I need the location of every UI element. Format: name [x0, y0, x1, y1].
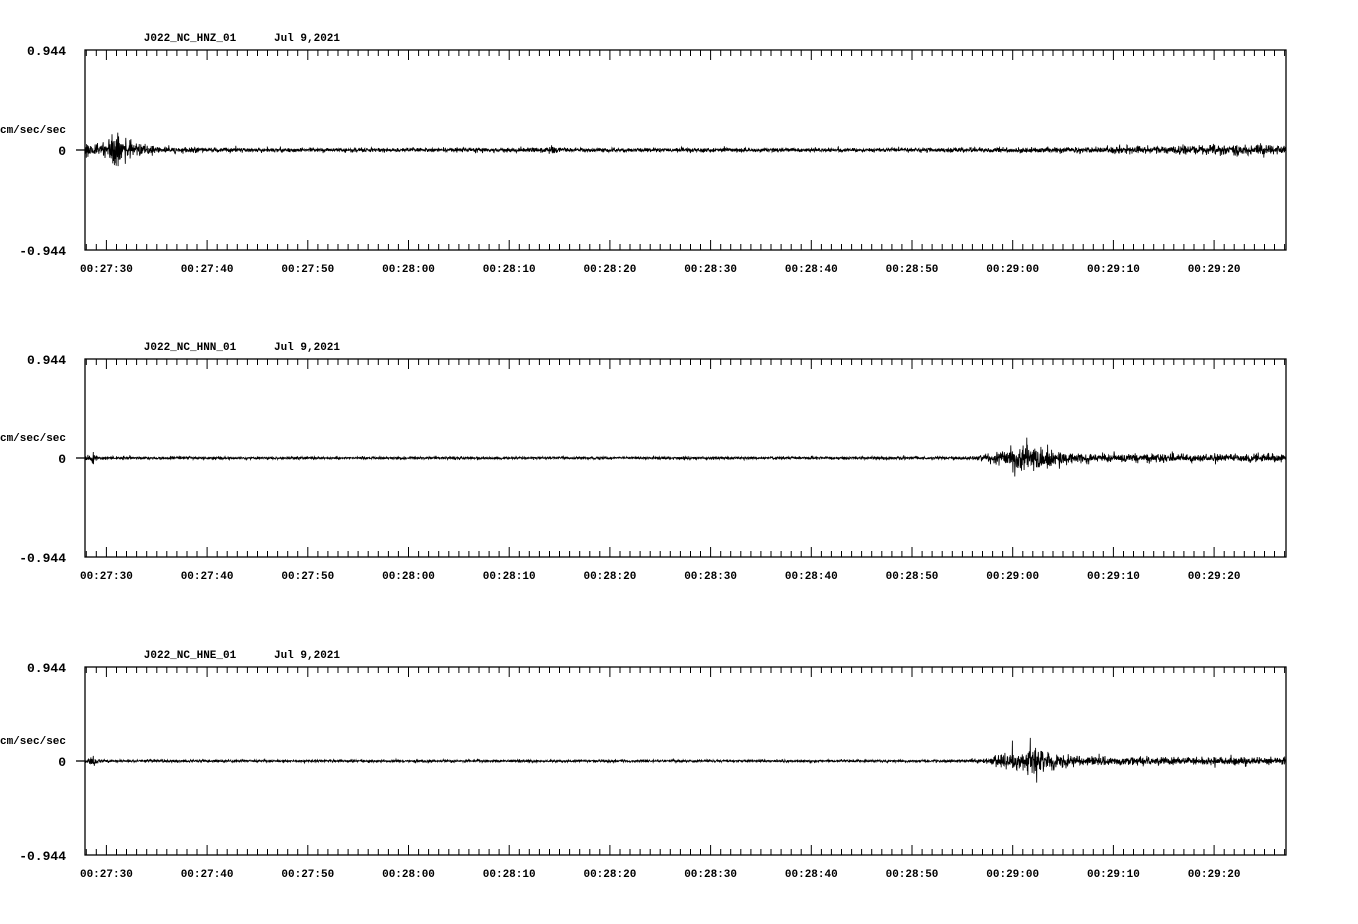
svg-text:00:28:00: 00:28:00 [382, 264, 435, 276]
svg-text:00:27:50: 00:27:50 [281, 869, 334, 881]
svg-text:cm/sec/sec: cm/sec/sec [0, 736, 66, 748]
svg-text:00:28:20: 00:28:20 [583, 869, 636, 881]
svg-text:-0.944: -0.944 [19, 849, 66, 864]
svg-text:00:27:30: 00:27:30 [80, 869, 133, 881]
svg-text:00:28:10: 00:28:10 [483, 264, 536, 276]
svg-text:Jul 9,2021: Jul 9,2021 [274, 33, 340, 45]
svg-text:00:28:50: 00:28:50 [886, 571, 939, 583]
svg-text:00:27:50: 00:27:50 [281, 571, 334, 583]
svg-text:00:29:20: 00:29:20 [1188, 571, 1241, 583]
svg-text:00:29:10: 00:29:10 [1087, 571, 1140, 583]
svg-text:00:28:30: 00:28:30 [684, 869, 737, 881]
svg-text:0.944: 0.944 [27, 661, 66, 676]
svg-text:Jul 9,2021: Jul 9,2021 [274, 342, 340, 354]
svg-text:00:28:10: 00:28:10 [483, 869, 536, 881]
svg-text:00:27:30: 00:27:30 [80, 571, 133, 583]
svg-text:00:27:40: 00:27:40 [181, 264, 234, 276]
svg-text:-0.944: -0.944 [19, 551, 66, 566]
svg-text:00:29:20: 00:29:20 [1188, 869, 1241, 881]
svg-text:0: 0 [58, 144, 66, 159]
svg-text:00:28:50: 00:28:50 [886, 869, 939, 881]
svg-text:cm/sec/sec: cm/sec/sec [0, 125, 66, 137]
svg-text:00:27:40: 00:27:40 [181, 571, 234, 583]
svg-text:00:29:10: 00:29:10 [1087, 869, 1140, 881]
svg-text:00:28:40: 00:28:40 [785, 571, 838, 583]
svg-text:J022_NC_HNN_01: J022_NC_HNN_01 [144, 342, 237, 354]
svg-text:00:28:30: 00:28:30 [684, 264, 737, 276]
svg-text:00:29:00: 00:29:00 [986, 869, 1039, 881]
svg-text:Jul 9,2021: Jul 9,2021 [274, 650, 340, 662]
svg-text:0.944: 0.944 [27, 44, 66, 59]
svg-text:00:29:20: 00:29:20 [1188, 264, 1241, 276]
svg-text:-0.944: -0.944 [19, 244, 66, 259]
svg-text:00:27:50: 00:27:50 [281, 264, 334, 276]
svg-text:00:29:00: 00:29:00 [986, 571, 1039, 583]
svg-text:0: 0 [58, 755, 66, 770]
svg-text:00:27:40: 00:27:40 [181, 869, 234, 881]
svg-text:00:28:40: 00:28:40 [785, 869, 838, 881]
svg-text:cm/sec/sec: cm/sec/sec [0, 433, 66, 445]
svg-text:00:28:00: 00:28:00 [382, 869, 435, 881]
svg-text:J022_NC_HNE_01: J022_NC_HNE_01 [144, 650, 237, 662]
svg-text:00:28:20: 00:28:20 [583, 264, 636, 276]
svg-text:00:28:10: 00:28:10 [483, 571, 536, 583]
svg-text:00:28:50: 00:28:50 [886, 264, 939, 276]
svg-text:00:28:00: 00:28:00 [382, 571, 435, 583]
svg-text:00:28:30: 00:28:30 [684, 571, 737, 583]
svg-text:00:28:40: 00:28:40 [785, 264, 838, 276]
svg-text:00:29:00: 00:29:00 [986, 264, 1039, 276]
svg-text:0: 0 [58, 452, 66, 467]
svg-text:00:28:20: 00:28:20 [583, 571, 636, 583]
svg-text:00:29:10: 00:29:10 [1087, 264, 1140, 276]
svg-text:J022_NC_HNZ_01: J022_NC_HNZ_01 [144, 33, 237, 45]
svg-text:0.944: 0.944 [27, 353, 66, 368]
svg-text:00:27:30: 00:27:30 [80, 264, 133, 276]
